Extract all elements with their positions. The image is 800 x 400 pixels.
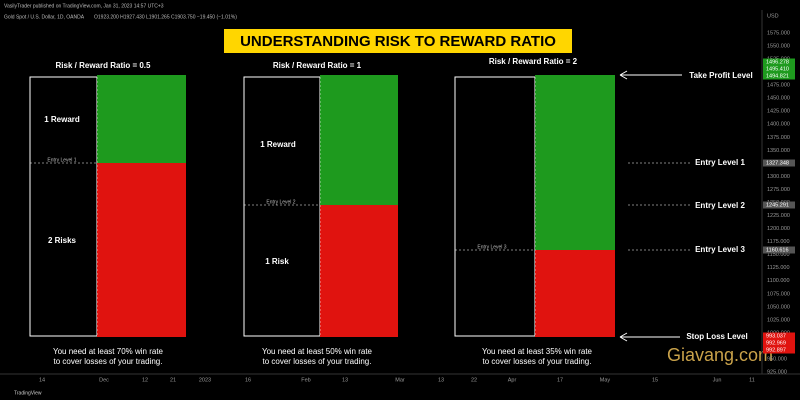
price-tag-label: 1496.278 — [766, 59, 789, 65]
title-bg — [224, 29, 572, 53]
time-tick-label: 16 — [245, 377, 251, 383]
level-label: Entry Level 2 — [695, 201, 745, 210]
price-tag — [763, 159, 795, 167]
price-tick-label: 1025.000 — [767, 317, 790, 323]
price-tick-label: 1175.000 — [767, 239, 790, 245]
price-tag — [763, 65, 795, 73]
panel-heading: Risk / Reward Ratio = 0.5 — [56, 61, 151, 70]
price-tick-label: 1425.000 — [767, 109, 790, 115]
reward-label: 1 Reward — [260, 140, 296, 149]
ohlc: O1923.200 H1927.430 L1901.265 C1903.750 … — [94, 14, 237, 20]
price-tick-label: 1550.000 — [767, 43, 790, 49]
entry-label: Entry Level 3 — [477, 244, 506, 250]
time-tick-label: 21 — [170, 377, 176, 383]
watermark: Giavang.com — [667, 345, 773, 365]
price-tag-label: 1494.821 — [766, 73, 789, 79]
time-tick-label: Apr — [508, 377, 517, 383]
time-tick-label: Jun — [713, 377, 722, 383]
risk-box — [97, 163, 186, 337]
time-tick-label: 11 — [749, 377, 755, 383]
level-label: Take Profit Level — [689, 71, 752, 80]
price-tag-label: 1160.616 — [766, 247, 789, 253]
time-tick-label: Dec — [99, 377, 109, 383]
note: to cover losses of your trading. — [263, 357, 372, 366]
price-tag-label: 992.897 — [766, 347, 786, 353]
price-tag-label: 992.969 — [766, 340, 786, 346]
level-label: Entry Level 1 — [695, 158, 745, 167]
note: You need at least 70% win rate — [53, 347, 164, 356]
price-tick-label: 1300.000 — [767, 174, 790, 180]
price-tag-label: 1245.291 — [766, 202, 789, 208]
risk-box — [320, 205, 398, 337]
arrow-head — [619, 332, 628, 342]
reward-label: 1 Reward — [44, 115, 80, 124]
price-tag — [763, 339, 795, 347]
level-label: Entry Level 3 — [695, 245, 745, 254]
note: You need at least 50% win rate — [262, 347, 373, 356]
price-tag — [763, 58, 795, 66]
risk-label: 2 Risks — [48, 236, 77, 245]
price-tick-label: 1350.000 — [767, 148, 790, 154]
risk-label: 1 Risk — [265, 257, 289, 266]
time-tick-label: 13 — [438, 377, 444, 383]
publisher: VasilyTrader published on TradingView.co… — [4, 3, 164, 9]
note: to cover losses of your trading. — [483, 357, 592, 366]
time-tick-label: 14 — [39, 377, 45, 383]
price-tick-label: 1100.000 — [767, 278, 790, 284]
title: UNDERSTANDING RISK TO REWARD RATIO — [240, 33, 556, 50]
arrow-head — [619, 70, 628, 80]
price-tick-label: 1150.000 — [767, 252, 790, 258]
time-tick-label: 15 — [652, 377, 658, 383]
price-tick-label: 1450.000 — [767, 96, 790, 102]
price-tag-label: 1495.410 — [766, 66, 789, 72]
price-tick-label: 1125.000 — [767, 265, 790, 271]
price-tag — [763, 246, 795, 254]
price-tag — [763, 346, 795, 354]
price-tick-label: 1400.000 — [767, 122, 790, 128]
entry-label: Entry Level 2 — [266, 199, 295, 205]
note: You need at least 35% win rate — [482, 347, 593, 356]
price-tick-label: 1075.000 — [767, 291, 790, 297]
time-tick-label: 17 — [557, 377, 563, 383]
entry-label: Entry Level 1 — [47, 157, 76, 163]
price-tick-label: 1375.000 — [767, 135, 790, 141]
reward-box — [535, 75, 615, 250]
price-tick-label: 1225.000 — [767, 213, 790, 219]
reward-box — [320, 75, 398, 205]
price-tag-label: 1327.348 — [766, 160, 789, 166]
time-tick-label: Mar — [395, 377, 405, 383]
time-tick-label: 2023 — [199, 377, 211, 383]
note: to cover losses of your trading. — [54, 357, 163, 366]
risk-box — [535, 250, 615, 337]
level-label: Stop Loss Level — [686, 332, 747, 341]
price-tick-label: 1575.000 — [767, 30, 790, 36]
time-tick-label: 22 — [471, 377, 477, 383]
price-tick-label: 925.000 — [767, 369, 787, 375]
price-tick-label: 1275.000 — [767, 187, 790, 193]
time-tick-label: May — [600, 377, 611, 383]
price-tick-label: 1200.000 — [767, 226, 790, 232]
price-tag — [763, 201, 795, 209]
time-tick-label: Feb — [301, 377, 310, 383]
price-tick-label: 1050.000 — [767, 304, 790, 310]
axes: 1575.0001550.0001525.0001500.0001475.000… — [39, 30, 795, 383]
panel-heading: Risk / Reward Ratio = 1 — [273, 61, 362, 70]
currency: USD — [767, 13, 779, 19]
panel-heading: Risk / Reward Ratio = 2 — [489, 57, 578, 66]
time-tick-label: 12 — [142, 377, 148, 383]
price-tag — [763, 72, 795, 80]
price-tag — [763, 332, 795, 340]
time-tick-label: 13 — [342, 377, 348, 383]
symbol: Gold Spot / U.S. Dollar, 1D, OANDA — [4, 14, 85, 20]
price-tick-label: 950.000 — [767, 356, 787, 362]
footer: TradingView — [14, 390, 42, 396]
price-tag-label: 993.037 — [766, 333, 786, 339]
price-tick-label: 1475.000 — [767, 83, 790, 89]
reward-box — [97, 75, 186, 163]
